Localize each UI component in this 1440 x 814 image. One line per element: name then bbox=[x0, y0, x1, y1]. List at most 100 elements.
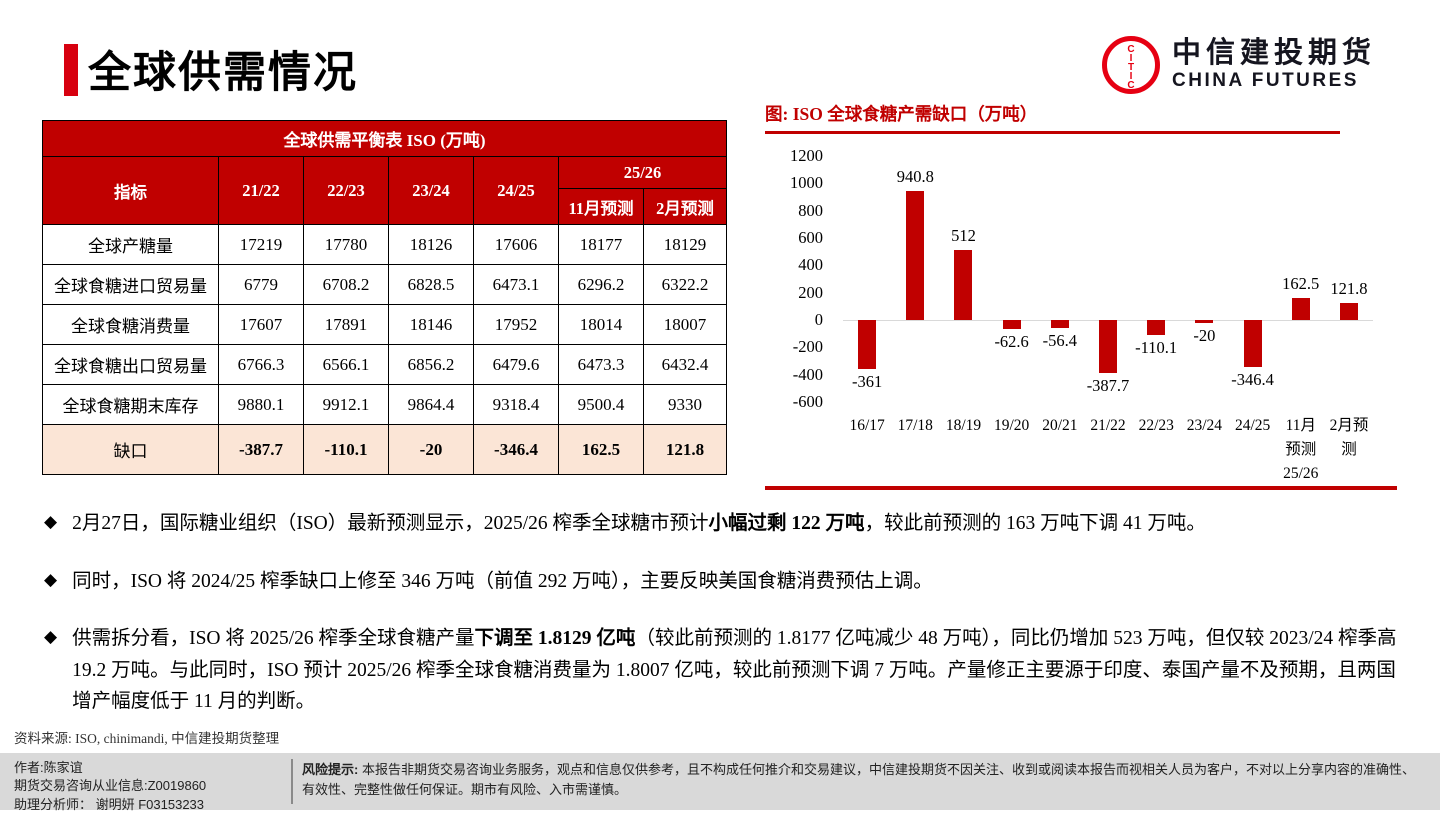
bullet-text-segment: 2月27日，国际糖业组织（ISO）最新预测显示，2025/26 榨季全球糖市预计 bbox=[72, 513, 709, 534]
cell-value: 9912.1 bbox=[303, 384, 389, 425]
cell-value: 6856.2 bbox=[388, 344, 474, 385]
cell-value: 9880.1 bbox=[218, 384, 304, 425]
cell-value: 17952 bbox=[473, 304, 559, 345]
cell-value: 162.5 bbox=[558, 424, 644, 475]
bar-value-label: 940.8 bbox=[896, 167, 934, 187]
company-logo: C I T I C 中信建投期货 CHINA FUTURES bbox=[1102, 36, 1376, 94]
risk-block: 风险提示: 本报告非期货交易咨询业务服务，观点和信息仅供参考，且不构成任何推介和… bbox=[302, 760, 1427, 800]
bullet-diamond-icon: ◆ bbox=[44, 569, 58, 589]
x-axis-label: 18/19 bbox=[945, 417, 982, 434]
row-label: 全球食糖期末库存 bbox=[42, 384, 219, 425]
y-axis-tick: -400 bbox=[792, 364, 823, 384]
bullet-text-segment: 供需拆分看，ISO 将 2025/26 榨季全球食糖产量 bbox=[72, 628, 475, 650]
bar-value-label: -346.4 bbox=[1231, 370, 1274, 390]
cell-value: 18007 bbox=[643, 304, 727, 345]
col-subheader-nov: 11月预测 bbox=[558, 188, 644, 225]
col-header-year: 23/24 bbox=[388, 156, 474, 225]
cell-value: 18126 bbox=[388, 224, 474, 265]
table-row: 全球食糖期末库存 9880.1 9912.1 9864.4 9318.4 9500.4 93… bbox=[42, 384, 727, 425]
chart-x-axis-labels: 16/17 17/18 18/19 19/20 20/21 21/22 22/23 23/24… bbox=[843, 414, 1373, 486]
logo-name-en: CHINA FUTURES bbox=[1172, 69, 1359, 91]
bullet-text-segment: ，较此前预测的 163 万吨下调 41 万吨。 bbox=[864, 513, 1206, 534]
citic-emblem-icon: C I T I C bbox=[1102, 36, 1160, 94]
bullet-text-segment: 小幅过剩 122 万吨 bbox=[708, 513, 865, 534]
bar-value-label: -110.1 bbox=[1135, 338, 1178, 358]
cell-value: 9500.4 bbox=[558, 384, 644, 425]
row-label: 缺口 bbox=[42, 424, 219, 475]
bar-value-label: -361 bbox=[851, 372, 883, 392]
author-line: 助理分析师： 谢明妍 F03153233 bbox=[14, 796, 205, 812]
cell-value: 6479.6 bbox=[473, 344, 559, 385]
cell-value: 17780 bbox=[303, 224, 389, 265]
row-label: 全球产糖量 bbox=[42, 224, 219, 265]
bullet-diamond-icon: ◆ bbox=[44, 512, 58, 531]
deficit-chart: 图: ISO 全球食糖产需缺口（万吨） -361 940.8 512 -62.6 -56… bbox=[765, 101, 1397, 491]
cell-value: 17891 bbox=[303, 304, 389, 345]
footer-divider bbox=[291, 759, 293, 804]
author-line: 作者:陈家谊 bbox=[14, 760, 83, 775]
risk-text: 本报告非期货交易咨询业务服务，观点和信息仅供参考，且不构成任何推介和交易建议，中… bbox=[302, 762, 1415, 798]
cell-value: 9330 bbox=[643, 384, 727, 425]
cell-value: 6766.3 bbox=[218, 344, 304, 385]
footer-band: 作者:陈家谊 期货交易咨询从业信息:Z0019860 助理分析师： 谢明妍 F031… bbox=[0, 753, 1440, 812]
cell-value: 17607 bbox=[218, 304, 304, 345]
bullet-item: ◆ 2月27日，国际糖业组织（ISO）最新预测显示，2025/26 榨季全球糖市预… bbox=[44, 508, 1400, 540]
bar-value-label: 512 bbox=[951, 226, 976, 246]
table-title: 全球供需平衡表 ISO (万吨) bbox=[42, 120, 727, 157]
cell-value: 121.8 bbox=[643, 424, 727, 475]
svg-text:C: C bbox=[1127, 44, 1134, 55]
col-header-indicator: 指标 bbox=[42, 156, 219, 225]
x-axis-label: 23/24 bbox=[1186, 417, 1223, 434]
cell-value: 6296.2 bbox=[558, 264, 644, 305]
bar-value-label: -62.6 bbox=[994, 331, 1029, 351]
bullet-list: ◆ 2月27日，国际糖业组织（ISO）最新预测显示，2025/26 榨季全球糖市预… bbox=[44, 508, 1400, 744]
risk-label: 风险提示: bbox=[302, 762, 359, 777]
cell-value: 17219 bbox=[218, 224, 304, 265]
chart-bars-region: -361 940.8 512 -62.6 -56.4 -387.7 -110.1 -20 -34… bbox=[843, 156, 1373, 402]
deficit-bar bbox=[1147, 320, 1166, 336]
y-axis-tick: 1000 bbox=[790, 173, 823, 193]
deficit-bar bbox=[858, 320, 877, 370]
deficit-bar bbox=[954, 250, 973, 320]
deficit-bar bbox=[1195, 320, 1214, 323]
x-axis-label: 22/23 bbox=[1138, 417, 1174, 434]
bar-value-label: 162.5 bbox=[1282, 273, 1320, 293]
cell-value: -346.4 bbox=[473, 424, 559, 475]
bullet-text-segment: 下调至 1.8129 亿吨 bbox=[474, 628, 636, 650]
x-axis-label: 11月 预测 25/26 bbox=[1283, 417, 1319, 483]
chart-title: 图: ISO 全球食糖产需缺口（万吨） bbox=[765, 104, 1038, 124]
chart-title-underline bbox=[765, 131, 1340, 134]
bullet-text-segment: （较此前预测的 1.8177 亿吨减少 48 万吨），同比仍增加 523 万吨，… bbox=[72, 628, 1397, 713]
cell-value: -387.7 bbox=[218, 424, 304, 475]
x-axis-label: 19/20 bbox=[994, 417, 1030, 434]
cell-value: 9864.4 bbox=[388, 384, 474, 425]
cell-value: 6473.1 bbox=[473, 264, 559, 305]
cell-value: 6432.4 bbox=[643, 344, 727, 385]
table-row: 全球食糖进口贸易量 6779 6708.2 6828.5 6473.1 6296.2 632… bbox=[42, 264, 727, 305]
cell-value: 6779 bbox=[218, 264, 304, 305]
bar-value-label: -387.7 bbox=[1086, 375, 1130, 395]
cell-value: 6473.3 bbox=[558, 344, 644, 385]
y-axis-tick: 0 bbox=[814, 310, 823, 329]
deficit-bar bbox=[1002, 320, 1021, 329]
row-label: 全球食糖消费量 bbox=[42, 304, 219, 345]
y-axis-tick: 800 bbox=[798, 200, 823, 220]
bar-value-label: 121.8 bbox=[1330, 279, 1368, 299]
bullet-item: ◆ 同时，ISO 将 2024/25 榨季缺口上修至 346 万吨（前值 292 … bbox=[44, 566, 1400, 598]
title-accent-bar bbox=[64, 44, 78, 96]
cell-value: 6828.5 bbox=[388, 264, 474, 305]
cell-value: 18177 bbox=[558, 224, 644, 265]
bullet-text: 2月27日，国际糖业组织（ISO）最新预测显示，2025/26 榨季全球糖市预计… bbox=[72, 508, 1206, 540]
table-row: 全球食糖消费量 17607 17891 18146 17952 18014 18007 bbox=[42, 304, 727, 345]
svg-text:I: I bbox=[1130, 71, 1133, 82]
cell-value: -110.1 bbox=[303, 424, 389, 475]
deficit-bar bbox=[1050, 320, 1069, 328]
deficit-bar bbox=[1339, 303, 1358, 320]
bullet-text-segment: 同时，ISO 将 2024/25 榨季缺口上修至 346 万吨（前值 292 万… bbox=[72, 570, 933, 592]
supply-balance-table: 全球供需平衡表 ISO (万吨) 指标 21/22 22/23 23/24 24… bbox=[42, 120, 727, 475]
x-axis-label: 24/25 bbox=[1234, 417, 1271, 434]
col-header-year: 22/23 bbox=[303, 156, 389, 225]
y-axis-tick: 200 bbox=[798, 282, 823, 302]
deficit-bar bbox=[1291, 297, 1310, 320]
